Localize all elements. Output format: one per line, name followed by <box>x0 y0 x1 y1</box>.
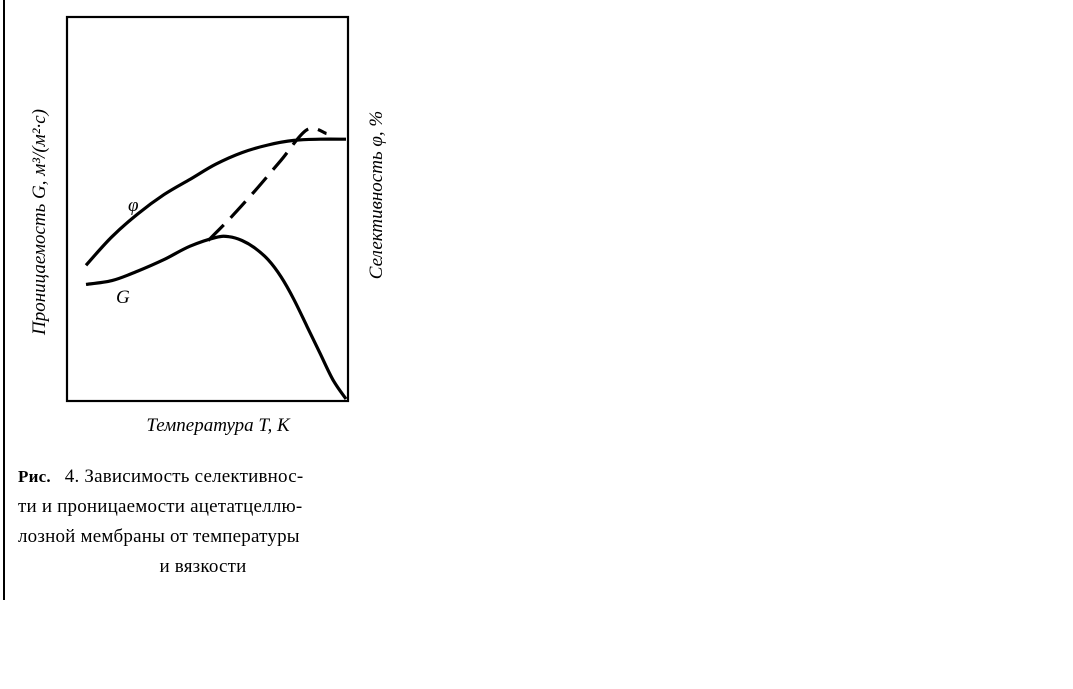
curve-label-g: G <box>116 287 130 308</box>
curve-label-phi: φ <box>128 195 139 216</box>
y-axis-left-label: Проницаемость G, м³/(м²·с) <box>29 109 50 336</box>
page-left-rule <box>3 0 5 600</box>
plot-frame <box>65 15 350 403</box>
caption-line-3: лозной мембраны от температуры <box>18 526 300 547</box>
caption-text-1: 4. Зависимость селективнос- <box>64 466 304 487</box>
figure-caption: Рис. 4. Зависимость селективнос- ти и про… <box>18 462 388 582</box>
x-axis-label: Температура T, К <box>146 415 291 436</box>
caption-line-4: и вязкости <box>159 556 247 577</box>
series-phi-line <box>84 137 347 267</box>
y-axis-right-label: Селективность φ, % <box>366 111 387 279</box>
caption-prefix: Рис. <box>18 467 51 486</box>
caption-line-1: Рис. 4. Зависимость селективнос- <box>18 462 388 492</box>
series-layer <box>84 126 348 400</box>
permeability-selectivity-chart: φ G Температура T, К Проницаемость G, м³… <box>29 15 387 436</box>
caption-line-2: ти и проницаемости ацетатцеллю- <box>18 496 303 517</box>
series-g-line <box>85 234 348 400</box>
